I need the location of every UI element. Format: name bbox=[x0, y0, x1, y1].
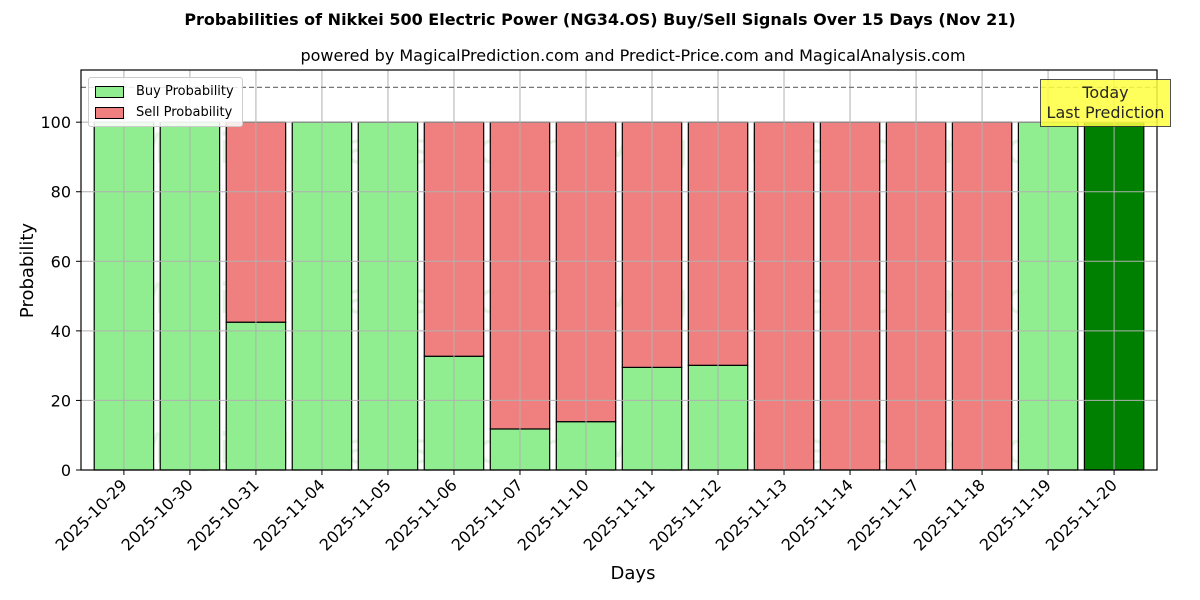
sell-swatch bbox=[95, 106, 124, 119]
y-tick-label: 80 bbox=[51, 183, 71, 202]
x-axis-label: Days bbox=[610, 563, 656, 584]
chart-subtitle: powered by MagicalPrediction.com and Pre… bbox=[300, 46, 966, 65]
y-tick-label: 100 bbox=[40, 113, 71, 132]
last-prediction-label: Last Prediction bbox=[1046, 103, 1165, 122]
legend-item-buy: Buy Probability bbox=[95, 81, 234, 102]
y-tick-label: 40 bbox=[51, 322, 71, 341]
today-annotation: Today Last Prediction bbox=[1040, 79, 1171, 127]
legend-label-sell: Sell Probability bbox=[136, 105, 233, 120]
y-tick-label: 0 bbox=[61, 461, 71, 480]
buy-swatch bbox=[95, 85, 124, 98]
y-axis-label: Probability bbox=[17, 222, 39, 319]
y-tick-label: 20 bbox=[51, 391, 71, 410]
plot-frame bbox=[80, 69, 1158, 471]
legend-label-buy: Buy Probability bbox=[136, 84, 234, 99]
chart-title: Probabilities of Nikkei 500 Electric Pow… bbox=[184, 10, 1016, 29]
y-tick-label: 60 bbox=[51, 252, 71, 271]
legend-item-sell: Sell Probability bbox=[95, 102, 234, 123]
x-tick-label: 2025-11-20 bbox=[1042, 475, 1121, 554]
legend: Buy Probability Sell Probability bbox=[88, 77, 243, 127]
today-label: Today bbox=[1082, 83, 1129, 102]
